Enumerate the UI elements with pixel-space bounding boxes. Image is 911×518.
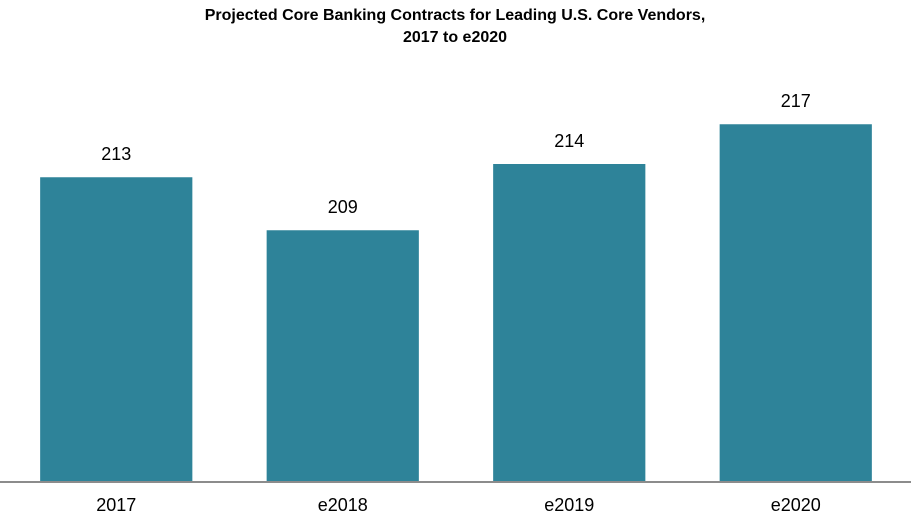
data-label: 214 [554,131,584,151]
bar [266,230,419,482]
chart-title: 2017 to e2020 [403,29,507,46]
data-label: 209 [328,197,358,217]
x-tick-label: e2020 [771,495,821,515]
bar [493,164,646,482]
data-label: 213 [101,144,131,164]
x-tick-label: 2017 [96,495,136,515]
bar [719,124,872,482]
chart-title: Projected Core Banking Contracts for Lea… [205,7,706,24]
x-tick-label: e2018 [318,495,368,515]
data-label: 217 [781,91,811,111]
x-tick-label: e2019 [544,495,594,515]
bar [40,177,193,482]
